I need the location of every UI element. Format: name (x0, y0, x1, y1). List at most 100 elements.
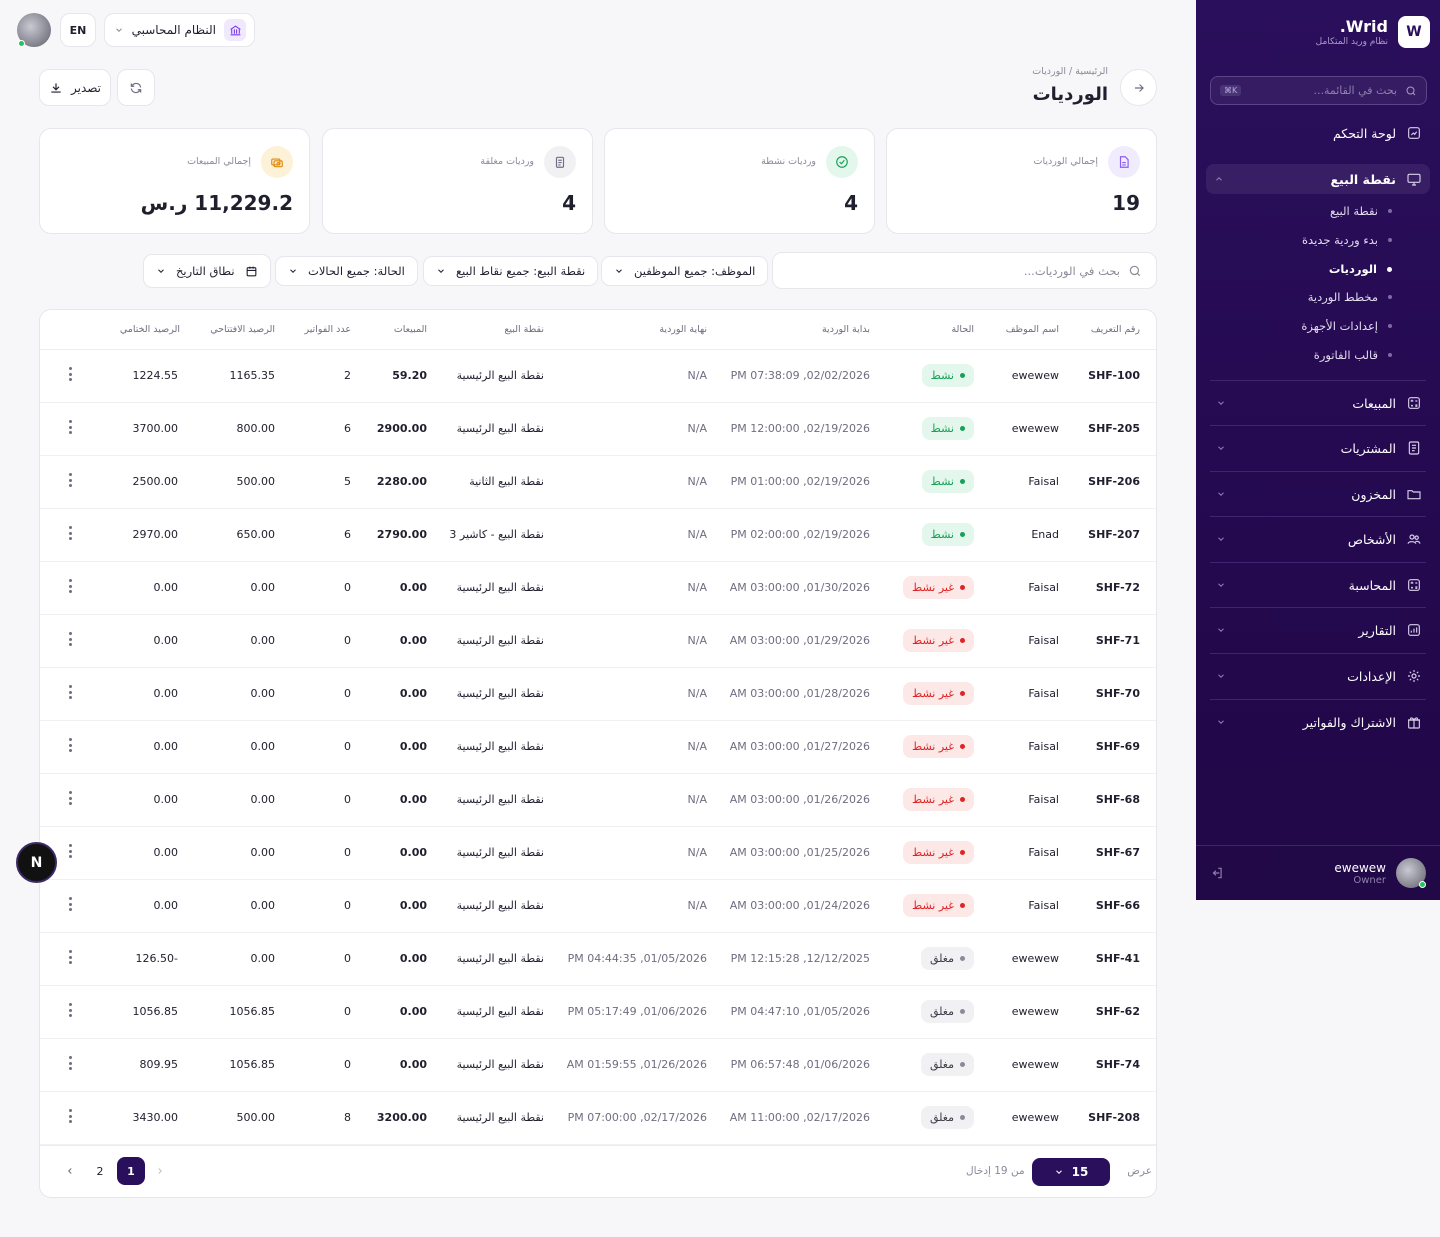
sidebar-item-1[interactable]: نقطة البيع (1206, 164, 1430, 194)
sidebar-search-input[interactable]: بحث في القائمة... K⌘ (1210, 76, 1427, 105)
date-range-filter[interactable]: نطاق التاريخ (143, 254, 271, 288)
cell-id: SHF-74 (1095, 1058, 1140, 1071)
sidebar-item-6[interactable]: المحاسبة (1216, 570, 1422, 600)
download-icon (49, 81, 63, 95)
refresh-button[interactable] (117, 69, 155, 106)
status-label: نشط (930, 528, 954, 541)
cell-sales: 2790.00 (376, 528, 427, 541)
bullet-icon (1388, 238, 1392, 242)
row-actions-icon[interactable] (67, 367, 73, 383)
sidebar-item-label: المحاسبة (1348, 577, 1396, 593)
logout-icon[interactable] (1210, 866, 1224, 880)
shift-search-input[interactable]: بحث في الورديات... (772, 252, 1157, 289)
sidebar-subitem-4[interactable]: إعدادات الأجهزة (1301, 316, 1392, 336)
language-toggle-button[interactable]: EN (60, 13, 96, 47)
cell-closing: 2970.00 (132, 528, 179, 541)
column-header-status[interactable]: الحالة (951, 324, 974, 335)
export-button[interactable]: تصدير (39, 69, 111, 106)
row-actions-icon[interactable] (67, 844, 73, 860)
cell-closing: 126.50- (135, 952, 178, 965)
sidebar-user[interactable]: ewewew Owner (1196, 845, 1440, 900)
sidebar-subitem-5[interactable]: قالب الفاتورة (1314, 345, 1392, 365)
table-row[interactable]: SHF-68 Faisal غير نشط AM 03:00:00 ,01/26/20… (40, 774, 1156, 827)
row-actions-icon[interactable] (67, 791, 73, 807)
floating-assistant-button[interactable]: N (16, 842, 57, 883)
row-actions-icon[interactable] (67, 473, 73, 489)
table-row[interactable]: SHF-41 ewewew مغلق PM 12:15:28 ,12/12/2025 P… (40, 933, 1156, 986)
row-actions-icon[interactable] (67, 1056, 73, 1072)
table-row[interactable]: SHF-206 Faisal نشط PM 01:00:00 ,02/19/2026 N… (40, 456, 1156, 509)
system-switcher-button[interactable]: النظام المحاسبي (104, 13, 255, 47)
cell-closing: 0.00 (153, 634, 179, 647)
column-header-start[interactable]: بداية الوردية (821, 324, 870, 335)
row-actions-icon[interactable] (67, 526, 73, 542)
sidebar-item-3[interactable]: المشتريات (1216, 433, 1422, 463)
column-header-id[interactable]: رقم التعريف (1090, 324, 1140, 335)
table-row[interactable]: SHF-205 ewewew نشط PM 12:00:00 ,02/19/2026 N… (40, 403, 1156, 456)
table-row[interactable]: SHF-62 ewewew مغلق PM 04:47:10 ,01/05/2026 P… (40, 986, 1156, 1039)
cell-end: N/A (687, 740, 707, 753)
back-button[interactable] (1120, 69, 1157, 106)
status-label: مغلق (929, 1111, 954, 1124)
sidebar-item-7[interactable]: التقارير (1216, 615, 1422, 645)
cell-id: SHF-205 (1088, 422, 1140, 435)
cell-end: N/A (687, 899, 707, 912)
column-header-invoices[interactable]: عدد الفواتير (304, 324, 351, 335)
next-page-button[interactable] (146, 1157, 174, 1185)
cell-pos: نقطة البيع الرئيسية (456, 581, 544, 594)
row-actions-icon[interactable] (67, 950, 73, 966)
sidebar-subitem-3[interactable]: مخطط الوردية (1308, 287, 1392, 307)
table-row[interactable]: SHF-100 ewewew نشط PM 07:38:09 ,02/02/2026 N… (40, 350, 1156, 403)
row-actions-icon[interactable] (67, 420, 73, 436)
table-row[interactable]: SHF-67 Faisal غير نشط AM 03:00:00 ,01/25/20… (40, 827, 1156, 880)
sidebar-item-0[interactable]: لوحة التحكم (1216, 118, 1422, 148)
row-actions-icon[interactable] (67, 1003, 73, 1019)
row-actions-icon[interactable] (67, 685, 73, 701)
table-row[interactable]: SHF-69 Faisal غير نشط AM 03:00:00 ,01/27/20… (40, 721, 1156, 774)
column-header-pos[interactable]: نقطة البيع (504, 324, 544, 335)
table-row[interactable]: SHF-207 Enad نشط PM 02:00:00 ,02/19/2026 N/A… (40, 509, 1156, 562)
column-header-opening[interactable]: الرصيد الافتتاحي (210, 324, 275, 335)
pos-filter[interactable]: نقطة البيع: جميع نقاط البيع (423, 256, 599, 286)
row-actions-icon[interactable] (67, 632, 73, 648)
page-1-button[interactable]: 1 (117, 1157, 145, 1185)
status-badge: غير نشط (903, 682, 974, 705)
sidebar-item-8[interactable]: الإعدادات (1216, 661, 1422, 691)
column-header-sales[interactable]: المبيعات (393, 324, 427, 335)
cell-start: AM 03:00:00 ,01/28/2026 (729, 687, 870, 700)
entries-count: من 19 إدخال (966, 1165, 1025, 1177)
sidebar-item-9[interactable]: الاشتراك والفواتير (1216, 707, 1422, 737)
table-row[interactable]: SHF-208 ewewew مغلق AM 11:00:00 ,02/17/2026… (40, 1092, 1156, 1145)
table-row[interactable]: SHF-74 ewewew مغلق PM 06:57:48 ,01/06/2026 A… (40, 1039, 1156, 1092)
prev-page-button[interactable] (56, 1157, 84, 1185)
sidebar-subitem-label: نقطة البيع (1329, 204, 1378, 218)
row-actions-icon[interactable] (67, 579, 73, 595)
chevron-down-icon (1216, 717, 1226, 727)
sidebar-item-5[interactable]: الأشخاص (1216, 524, 1422, 554)
cell-pos: نقطة البيع الرئيسية (456, 1111, 544, 1124)
column-header-employee[interactable]: اسم الموظف (1005, 324, 1059, 335)
sidebar-item-label: نقطة البيع (1330, 171, 1396, 187)
page-2-button[interactable]: 2 (96, 1164, 104, 1178)
status-filter[interactable]: الحالة: جميع الحالات (275, 256, 418, 286)
sidebar-subitem-0[interactable]: نقطة البيع (1330, 201, 1392, 221)
row-actions-icon[interactable] (67, 1109, 73, 1125)
table-row[interactable]: SHF-70 Faisal غير نشط AM 03:00:00 ,01/28/20… (40, 668, 1156, 721)
per-page-select[interactable]: 15 (1032, 1158, 1110, 1186)
column-header-closing[interactable]: الرصيد الختامي (119, 324, 180, 335)
table-row[interactable]: SHF-71 Faisal غير نشط AM 03:00:00 ,01/29/20… (40, 615, 1156, 668)
sidebar-subitem-2[interactable]: الورديات (1329, 259, 1392, 279)
employee-filter[interactable]: الموظف: جميع الموظفين (601, 256, 769, 286)
sidebar-item-4[interactable]: المخزون (1216, 479, 1422, 509)
table-row[interactable]: SHF-72 Faisal غير نشط AM 03:00:00 ,01/30/20… (40, 562, 1156, 615)
row-actions-icon[interactable] (67, 897, 73, 913)
column-header-end[interactable]: نهاية الوردية (659, 324, 707, 335)
user-avatar[interactable] (17, 13, 51, 47)
sidebar-subitem-1[interactable]: بدء وردية جديدة (1302, 230, 1392, 250)
cell-id: SHF-71 (1095, 634, 1140, 647)
chevron-left-icon (65, 1166, 75, 1176)
sidebar-item-2[interactable]: المبيعات (1216, 388, 1422, 418)
row-actions-icon[interactable] (67, 738, 73, 754)
table-row[interactable]: SHF-66 Faisal غير نشط AM 03:00:00 ,01/24/20… (40, 880, 1156, 933)
pos-filter-label: نقطة البيع: جميع نقاط البيع (456, 264, 586, 278)
